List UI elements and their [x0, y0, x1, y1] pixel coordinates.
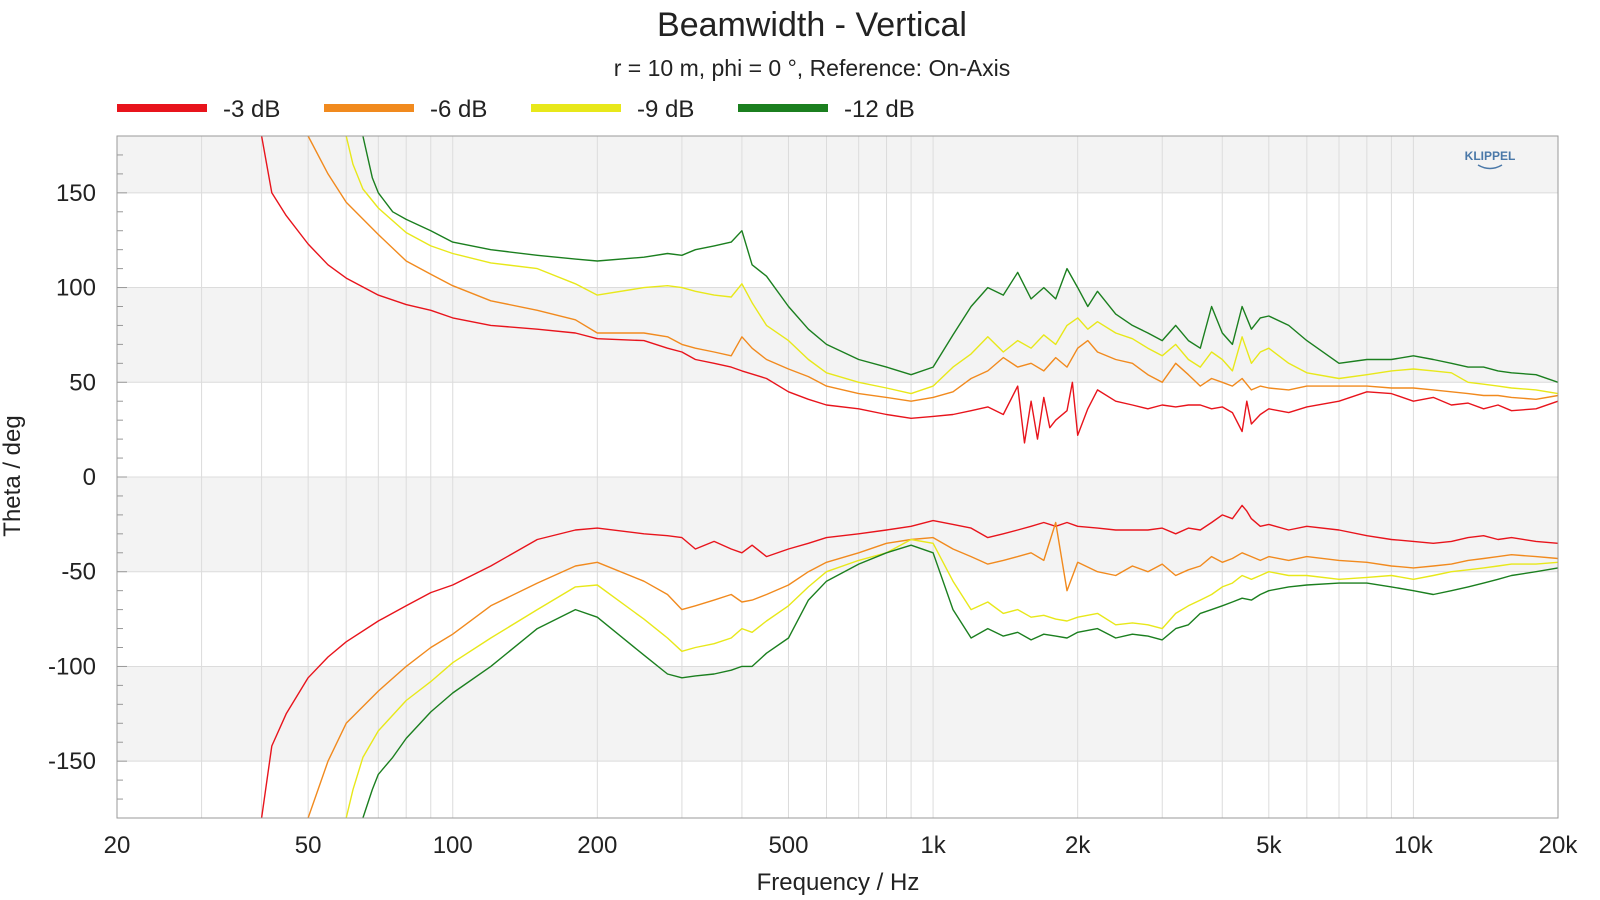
- axis-ticks: 20 50 100 200 500 1k 2k 5k 10k 20k150100500-50-10…: [48, 135, 1579, 859]
- grid-lines: [117, 136, 1558, 818]
- series-line-2-upper: [307, 135, 1559, 402]
- y-axis-label: Theta / deg: [0, 415, 26, 536]
- legend-swatch: [531, 104, 621, 112]
- series-line-3-upper: [345, 135, 1559, 395]
- plot-band: [117, 192, 1558, 288]
- x-tick-label: 200: [577, 832, 617, 859]
- x-tick-label: 100: [433, 832, 473, 859]
- plot-band: [117, 571, 1558, 667]
- y-tick-label: 100: [56, 275, 96, 302]
- plot-band: [117, 761, 1558, 818]
- legend-swatch: [738, 104, 828, 112]
- plot-band: [117, 287, 1558, 383]
- x-tick-label: 1k: [920, 832, 946, 859]
- x-tick-label: 20: [104, 832, 131, 859]
- series-line-1-lower: [260, 504, 1559, 819]
- y-tick-label: 0: [83, 464, 96, 491]
- logo-arc: [1477, 164, 1503, 170]
- legend-swatch: [324, 104, 414, 112]
- y-tick-label: -100: [48, 653, 96, 680]
- legend-label: -9 dB: [637, 96, 694, 123]
- legend-label: -12 dB: [844, 96, 915, 123]
- x-tick-label: 2k: [1065, 832, 1091, 859]
- y-tick-label: 150: [56, 180, 96, 207]
- plot-band: [117, 382, 1558, 477]
- chart-title: Beamwidth - Vertical: [657, 6, 967, 44]
- series-line-1-upper: [260, 135, 1559, 444]
- y-tick-label: 50: [69, 369, 96, 396]
- legend-label: -6 dB: [430, 96, 487, 123]
- x-tick-label: 10k: [1394, 832, 1434, 859]
- plot-band: [117, 666, 1558, 762]
- plot-band: [117, 136, 1558, 193]
- y-tick-label: -150: [48, 748, 96, 775]
- legend: -3 dB -6 dB -9 dB -12 dB: [117, 96, 915, 123]
- series-line-4-upper: [362, 135, 1559, 383]
- y-tick-label: -50: [61, 559, 96, 586]
- series-line-4-lower: [362, 544, 1559, 819]
- x-tick-label: 500: [768, 832, 808, 859]
- legend-label: -3 dB: [223, 96, 280, 123]
- x-tick-label: 20k: [1539, 832, 1579, 859]
- klippel-logo: KLIPPEL: [1465, 149, 1516, 170]
- x-axis-label: Frequency / Hz: [757, 869, 920, 896]
- logo-text: KLIPPEL: [1465, 149, 1516, 163]
- series-line-2-lower: [307, 521, 1559, 819]
- plot-band: [117, 477, 1558, 572]
- x-tick-label: 50: [295, 832, 322, 859]
- legend-swatch: [117, 104, 207, 112]
- plot-frame: [116, 135, 1559, 819]
- chart-subtitle: r = 10 m, phi = 0 °, Reference: On-Axis: [614, 55, 1011, 81]
- series-layer: [260, 135, 1559, 819]
- plot-background: [117, 136, 1558, 818]
- x-tick-label: 5k: [1256, 832, 1282, 859]
- series-line-3-lower: [345, 538, 1559, 819]
